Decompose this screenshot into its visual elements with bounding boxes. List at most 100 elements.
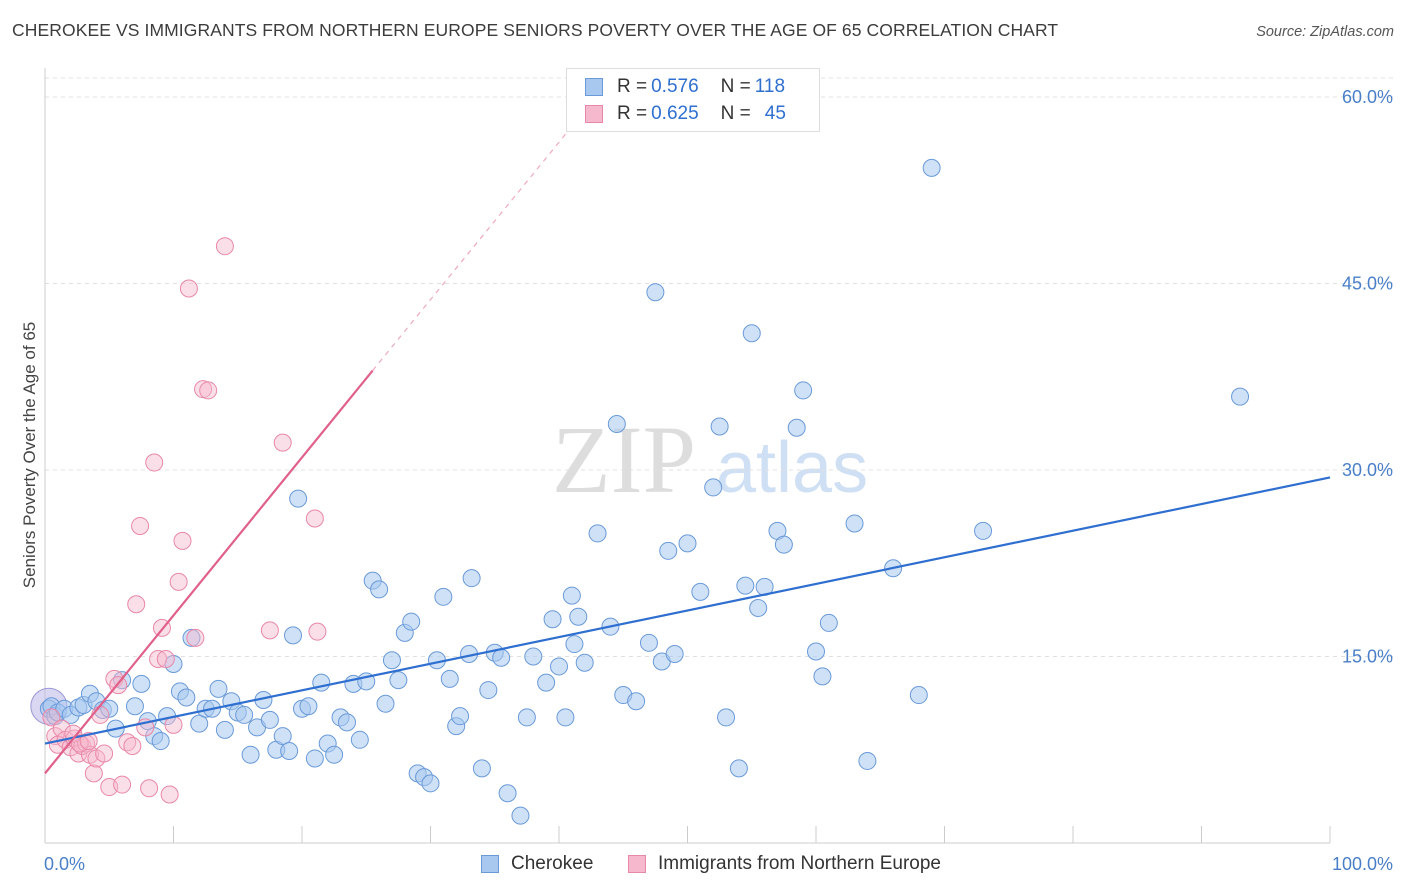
y-tick-label: 60.0% [1342, 87, 1393, 107]
cherokee-point [284, 626, 303, 645]
cherokee-point [749, 599, 768, 618]
cherokee-point [678, 534, 697, 553]
x-tick-label: 0.0% [44, 854, 85, 874]
cherokee-point [710, 417, 729, 436]
immigrants-trend-extension [372, 133, 566, 371]
cherokee-point [774, 535, 793, 554]
cherokee-point [498, 784, 517, 803]
cherokee-point [639, 633, 658, 652]
cherokee-point [569, 607, 588, 626]
immigrants-point [123, 737, 142, 756]
cherokee-point [260, 710, 279, 729]
bottom-legend-immigrants: Immigrants from Northern Europe [628, 852, 941, 876]
cherokee-point [729, 759, 748, 778]
cherokee-point [646, 283, 665, 302]
cherokee-point [209, 679, 228, 698]
cherokee-point [588, 524, 607, 543]
cherokee-point [325, 745, 344, 764]
cherokee-point [556, 708, 575, 727]
bottom-legend-cherokee: Cherokee [481, 852, 593, 876]
cherokee-point [691, 582, 710, 601]
cherokee-point [537, 673, 556, 692]
immigrants-point [149, 649, 168, 668]
immigrants-point [260, 621, 279, 640]
immigrants-point [173, 531, 192, 550]
cherokee-point [421, 774, 440, 793]
y-tick-labels: 15.0% 30.0% 45.0% 60.0% [1342, 87, 1393, 667]
cherokee-swatch [585, 78, 603, 96]
immigrants-point [42, 708, 61, 727]
n-value: 118 [754, 76, 786, 97]
immigrants-point [186, 628, 205, 647]
cherokee-point [132, 674, 151, 693]
watermark-atlas: atlas [716, 428, 868, 508]
cherokee-point [472, 759, 491, 778]
cherokee-point [440, 669, 459, 688]
cherokee-point [787, 418, 806, 437]
immigrants-point [91, 705, 110, 724]
cherokee-point [565, 635, 584, 654]
cherokee-label: Cherokee [511, 853, 594, 874]
y-axis-label: Seniors Poverty Over the Age of 65 [20, 322, 39, 588]
cherokee-point [190, 714, 209, 733]
r-label: R = [617, 76, 648, 97]
cherokee-point [717, 708, 736, 727]
immigrants-point [273, 433, 292, 452]
immigrants-swatch [628, 855, 646, 873]
cherokee-point [1231, 387, 1250, 406]
y-tick-label: 15.0% [1342, 647, 1393, 667]
cherokee-point [182, 628, 201, 647]
cherokee-point [434, 587, 453, 606]
n-label: N = [720, 103, 751, 124]
stats-legend: R = 0.576 N = 118 R = 0.625 N = 45 [566, 68, 820, 132]
cherokee-point [370, 580, 389, 599]
cherokee-point [479, 681, 498, 700]
cherokee-point [100, 699, 119, 718]
cherokee-point [305, 749, 324, 768]
cherokee-point [704, 478, 723, 497]
cherokee-point [742, 324, 761, 343]
cherokee-point [845, 514, 864, 533]
legend-row-immigrants: R = 0.625 N = 45 [585, 102, 786, 126]
immigrants-point [84, 764, 103, 783]
n-value: 45 [764, 103, 786, 124]
immigrants-point [199, 381, 218, 400]
cherokee-point [807, 642, 825, 661]
cherokee-point [241, 745, 260, 764]
immigrants-point [52, 719, 71, 738]
cherokee-point [462, 569, 481, 588]
immigrants-point [113, 775, 132, 794]
cherokee-point [451, 707, 470, 726]
immigrants-point [127, 595, 146, 614]
cherokee-point [350, 730, 369, 749]
immigrants-point [169, 572, 188, 591]
r-value: 0.576 [651, 76, 699, 97]
trend-lines [44, 133, 1331, 775]
cherokee-point [922, 158, 941, 177]
cherokee-point [524, 647, 543, 666]
cherokee-point [550, 657, 568, 676]
cherokee-point [382, 651, 401, 670]
x-tick-label: 100.0% [1332, 854, 1393, 874]
immigrants-label: Immigrants from Northern Europe [658, 853, 941, 874]
immigrants-point [308, 622, 327, 641]
data-points [30, 158, 1250, 825]
cherokee-point [607, 414, 626, 433]
immigrants-point [140, 779, 159, 798]
cherokee-point [665, 645, 684, 664]
chart-title: CHEROKEE VS IMMIGRANTS FROM NORTHERN EUR… [12, 20, 1059, 40]
immigrants-point [131, 516, 150, 535]
cherokee-point [273, 727, 292, 746]
cherokee-trend-line [44, 476, 1331, 745]
cherokee-point [337, 713, 356, 732]
cherokee-point [517, 708, 536, 727]
cherokee-point [543, 610, 562, 629]
cherokee-point [289, 489, 308, 508]
y-tick-label: 45.0% [1342, 274, 1393, 294]
n-label: N = [720, 76, 751, 97]
cherokee-point [909, 686, 928, 705]
cherokee-point [402, 612, 421, 631]
cherokee-point [575, 653, 594, 672]
immigrants-trend-line [44, 369, 374, 775]
